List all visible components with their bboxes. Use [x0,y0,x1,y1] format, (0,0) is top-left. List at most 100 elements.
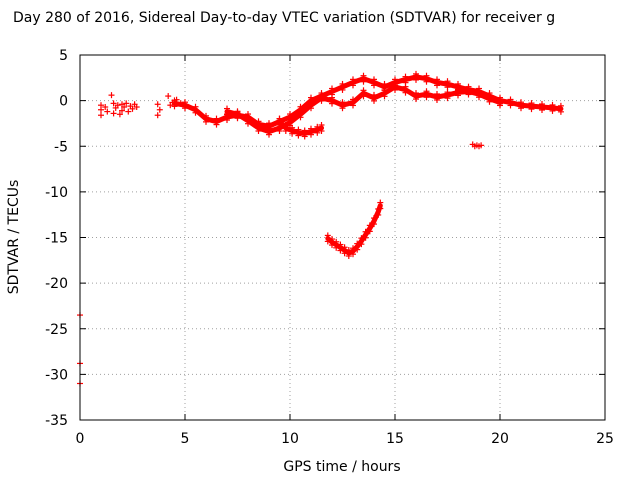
data-point [444,78,451,85]
data-point [375,211,382,218]
data-point [165,93,172,100]
data-point [413,70,419,77]
data-point [381,80,388,87]
data-point [234,108,241,115]
data-point [381,87,388,94]
data-point [377,199,384,206]
data-point [423,94,430,101]
data-point [354,246,361,253]
x-tick-label: 25 [596,431,614,447]
data-point [171,103,178,110]
data-point [339,80,346,87]
data-point [371,82,377,89]
data-point [339,99,346,106]
data-point [203,112,209,119]
data-point [282,128,289,134]
data-point [255,128,262,134]
y-tick-label: -10 [45,185,68,201]
data-point [402,73,409,80]
data-point [266,125,272,132]
data-point [497,96,503,103]
data-point [287,116,293,123]
data-point [366,228,373,235]
data-point [314,129,321,136]
data-point [266,131,272,138]
data-point [110,110,117,117]
data-point [308,99,314,106]
data-point [362,234,369,241]
data-point [476,94,482,101]
data-point [192,103,199,110]
data-point [224,105,230,112]
data-point [392,80,398,87]
data-point [360,72,367,79]
data-point [434,82,440,89]
series-trace [325,203,383,256]
data-point [295,132,302,139]
data-point [301,133,308,140]
data-point [308,105,314,112]
data-point [507,96,514,103]
series-trace [172,74,564,129]
data-point [402,89,409,96]
data-point [337,241,344,248]
y-tick-label: 5 [59,48,68,64]
series-trace [277,119,324,136]
y-tick-label: 0 [59,94,68,110]
plot-frame [79,54,606,421]
data-point [266,120,272,127]
chart-title: Day 280 of 2016, Sidereal Day-to-day VTE… [13,10,556,26]
data-point [518,105,524,112]
data-point [434,96,440,103]
data-point [289,130,296,137]
data-point [350,251,356,258]
data-point [371,97,377,104]
data-point [289,124,296,131]
data-point [455,86,461,93]
data-point [486,92,493,99]
data-point [333,244,340,251]
data-point [549,101,556,108]
data-point [444,95,451,102]
data-point [402,83,409,90]
data-point [297,108,304,115]
y-tick-label: -15 [45,231,68,247]
data-point [350,96,356,103]
y-tick-label: -35 [45,413,68,429]
data-point [339,86,346,93]
data-point [133,104,140,111]
data-point [119,107,125,114]
data-point [182,99,188,106]
data-point [318,91,325,98]
data-point [182,105,188,112]
data-point [557,108,564,115]
data-point [337,247,344,254]
data-point [245,114,251,121]
data-point [301,127,308,134]
data-point [123,100,130,107]
data-point [350,82,356,89]
data-point [318,128,325,134]
data-point [339,105,346,112]
data-point [465,85,472,92]
data-point [329,85,335,92]
data-point [423,72,430,79]
data-point [245,120,251,127]
data-point [329,100,335,107]
data-point [444,89,451,96]
data-point [507,102,514,109]
data-point [98,112,104,119]
data-point [465,91,472,98]
x-tick-label: 10 [281,431,299,447]
data-point [297,114,304,121]
data-point [476,88,482,95]
y-tick-label: -30 [45,367,68,383]
data-point [154,112,161,119]
data-point [350,245,356,252]
data-point [324,238,331,245]
data-point [360,87,367,94]
data-point [318,97,325,104]
data-point [102,104,109,111]
data-point [295,126,302,133]
